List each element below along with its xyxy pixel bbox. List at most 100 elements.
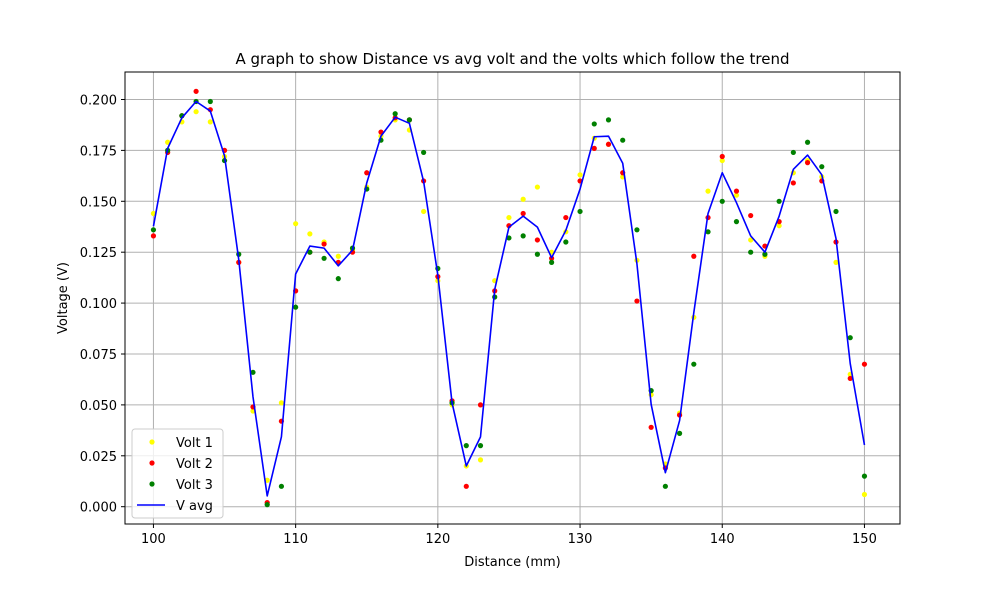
data-point-volt-3	[833, 208, 839, 215]
data-point-volt-3	[733, 219, 740, 225]
data-point-volt-3	[321, 255, 327, 261]
data-point-volt-3	[847, 335, 853, 341]
data-point-volt-3	[406, 117, 412, 123]
data-point-volt-2	[847, 375, 853, 382]
data-point-volt-3	[463, 443, 469, 449]
data-point-volt-3	[634, 227, 640, 233]
data-point-volt-1	[293, 221, 299, 227]
data-point-volt-3	[691, 361, 697, 367]
data-point-volt-3	[150, 227, 157, 233]
data-point-volt-3	[392, 111, 398, 117]
data-point-volt-3	[605, 117, 612, 123]
data-point-volt-3	[307, 249, 313, 255]
data-point-volt-2	[477, 402, 484, 408]
data-point-volt-3	[762, 251, 768, 257]
data-point-volt-2	[321, 241, 327, 247]
data-point-volt-3	[804, 139, 811, 145]
y-tick-label: 0.000	[80, 501, 117, 516]
data-point-volt-1	[719, 157, 725, 164]
y-tick-label: 0.125	[80, 246, 117, 261]
plot-area	[150, 88, 868, 508]
data-point-volt-3	[819, 164, 825, 170]
data-point-volt-2	[463, 483, 469, 489]
legend-box	[131, 428, 224, 519]
x-axis-label: Distance (mm)	[464, 555, 560, 570]
data-point-volt-2	[534, 237, 540, 243]
data-point-volt-1	[421, 208, 427, 215]
legend-label-volt-2: Volt 2	[176, 457, 213, 472]
legend-label-volt-3: Volt 3	[176, 478, 213, 493]
data-point-volt-2	[150, 233, 157, 239]
y-tick-label: 0.100	[80, 297, 117, 312]
data-point-volt-3	[705, 229, 711, 235]
y-tick-label: 0.075	[80, 348, 117, 363]
chart-title: A graph to show Distance vs avg volt and…	[235, 50, 789, 68]
data-point-volt-2	[520, 210, 526, 217]
data-point-volt-3	[861, 473, 868, 479]
data-point-volt-1	[577, 172, 583, 178]
x-tick-label: 110	[283, 532, 308, 547]
legend-swatch-volt-3	[149, 481, 155, 487]
series-line-v-avg	[152, 100, 866, 497]
x-tick-label: 120	[425, 532, 450, 547]
data-point-volt-3	[591, 121, 597, 127]
data-point-volt-1	[733, 192, 740, 198]
x-tick-label: 140	[710, 532, 735, 547]
legend-label-v-avg: V avg	[176, 499, 213, 514]
data-point-volt-1	[207, 119, 213, 125]
data-point-volt-3	[563, 239, 569, 245]
data-point-volt-3	[790, 149, 796, 156]
data-point-volt-3	[250, 369, 256, 375]
legend-swatch-volt-1	[149, 439, 155, 445]
legend-label-volt-1: Volt 1	[176, 436, 213, 451]
data-point-volt-2	[861, 361, 868, 367]
data-point-volt-1	[278, 400, 285, 406]
data-point-volt-1	[776, 223, 782, 229]
data-point-volt-1	[477, 457, 484, 463]
data-point-volt-2	[733, 188, 740, 194]
data-point-volt-2	[605, 141, 612, 147]
data-point-volt-3	[207, 98, 213, 105]
data-point-volt-1	[193, 109, 199, 115]
data-point-volt-2	[591, 145, 597, 151]
data-point-volt-3	[577, 208, 583, 215]
data-point-volt-2	[804, 160, 811, 166]
y-tick-label: 0.150	[80, 195, 117, 210]
data-point-volt-3	[549, 259, 555, 265]
data-point-volt-3	[477, 443, 484, 449]
data-point-volt-1	[534, 184, 540, 190]
data-point-volt-3	[620, 137, 626, 143]
data-point-volt-3	[506, 235, 512, 241]
y-axis-label: Voltage (V)	[56, 262, 71, 334]
y-tick-label: 0.025	[80, 450, 117, 465]
data-point-volt-3	[264, 502, 270, 508]
x-tick-label: 100	[141, 532, 166, 547]
plot-frame	[124, 71, 901, 525]
data-point-volt-2	[364, 170, 370, 176]
data-point-volt-3	[719, 198, 725, 204]
x-tick-label: 130	[568, 532, 593, 547]
legend: Volt 1 Volt 2 Volt 3 V avg	[131, 428, 224, 519]
data-point-volt-1	[307, 231, 313, 237]
data-point-volt-2	[648, 424, 654, 430]
data-point-volt-1	[506, 214, 512, 221]
legend-swatch-volt-2	[149, 460, 155, 466]
y-tick-label: 0.175	[80, 144, 117, 159]
data-point-volt-1	[833, 259, 839, 265]
data-point-volt-1	[861, 491, 868, 498]
x-tick-label: 150	[852, 532, 877, 547]
data-point-volt-2	[563, 214, 569, 221]
data-point-volt-1	[705, 188, 711, 194]
data-point-volt-2	[634, 298, 640, 304]
data-point-volt-2	[719, 153, 725, 160]
y-tick-label: 0.050	[80, 399, 117, 414]
axis-ticks: 100 110 120 130 140 150 0.000 0.025 0.050 0.075 0.…	[80, 93, 877, 547]
data-point-volt-1	[165, 139, 171, 145]
data-point-volt-3	[335, 276, 341, 282]
data-point-volt-1	[335, 253, 341, 259]
data-point-volt-2	[193, 88, 199, 94]
data-point-volt-3	[520, 233, 526, 239]
data-point-volt-3	[676, 430, 683, 436]
data-point-volt-2	[790, 180, 796, 186]
